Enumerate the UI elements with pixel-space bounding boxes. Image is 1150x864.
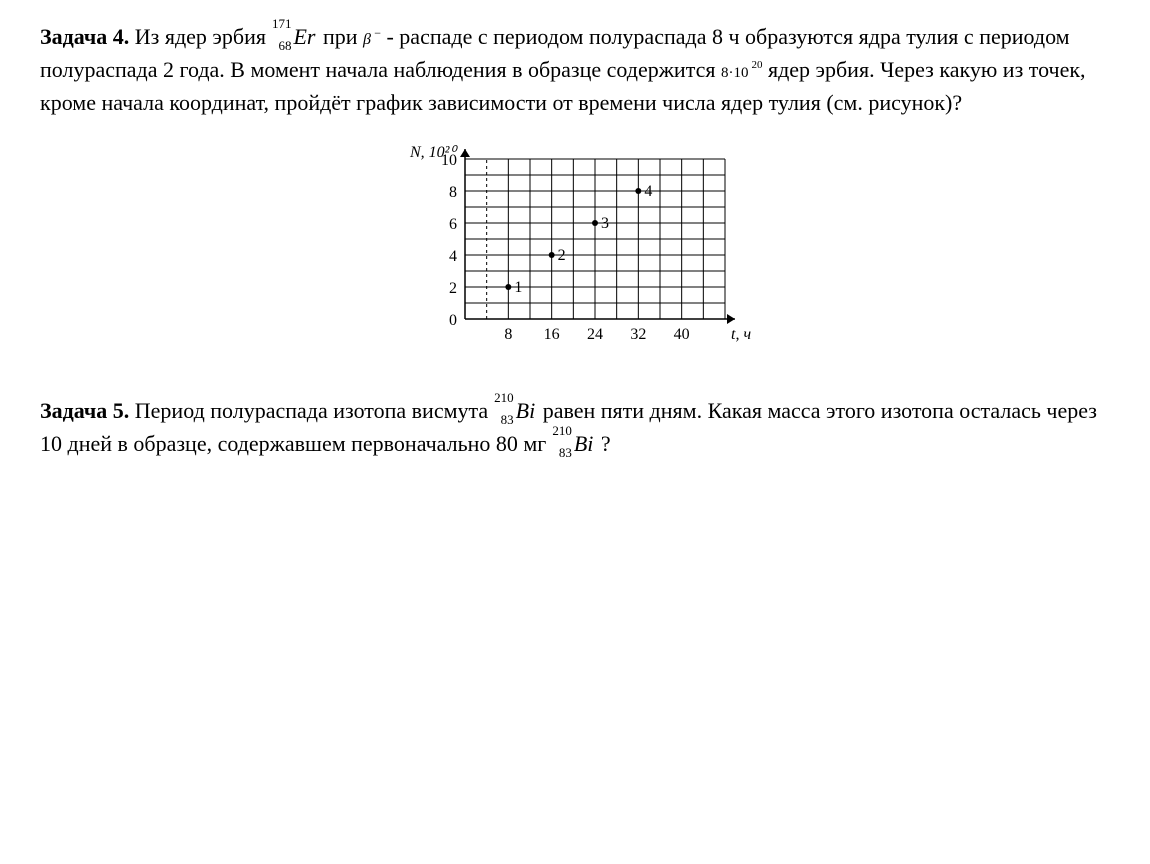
problem-4-label: Задача 4. <box>40 24 129 49</box>
problem-5-label: Задача 5. <box>40 398 129 423</box>
problem-4-text: Задача 4. Из ядер эрбия 17168Er при β− -… <box>40 20 1110 119</box>
chart-container: 0246810816243240N, 10²⁰t, ч1234 <box>40 139 1110 364</box>
p5-text-a: Период полураспада изотопа висмута <box>129 398 493 423</box>
svg-text:t, ч: t, ч <box>731 326 751 343</box>
svg-text:32: 32 <box>630 326 646 343</box>
erbium-isotope: 17168Er <box>271 20 317 53</box>
svg-text:2: 2 <box>449 280 457 297</box>
problem-5-text: Задача 5. Период полураспада изотопа вис… <box>40 394 1110 460</box>
beta-minus-symbol: β− <box>363 28 381 52</box>
p4-text-a: Из ядер эрбия <box>129 24 271 49</box>
problem-4: Задача 4. Из ядер эрбия 17168Er при β− -… <box>40 20 1110 119</box>
bismuth-isotope-1: 21083Bi <box>494 394 538 427</box>
svg-text:2: 2 <box>558 247 566 264</box>
svg-text:24: 24 <box>587 326 603 343</box>
svg-text:0: 0 <box>449 312 457 329</box>
p4-text-b: при <box>317 24 363 49</box>
problem-5: Задача 5. Период полураспада изотопа вис… <box>40 394 1110 460</box>
svg-text:1: 1 <box>514 279 522 296</box>
nuclei-count: 8·1020 <box>721 62 763 85</box>
svg-text:16: 16 <box>544 326 560 343</box>
svg-text:4: 4 <box>644 183 652 200</box>
svg-text:N, 10²⁰: N, 10²⁰ <box>409 144 458 161</box>
svg-text:4: 4 <box>449 248 457 265</box>
thulium-growth-chart: 0246810816243240N, 10²⁰t, ч1234 <box>395 139 755 359</box>
svg-text:40: 40 <box>674 326 690 343</box>
svg-text:6: 6 <box>449 216 457 233</box>
p5-text-c: ? <box>595 431 610 456</box>
svg-text:8: 8 <box>449 184 457 201</box>
svg-text:3: 3 <box>601 215 609 232</box>
svg-text:8: 8 <box>504 326 512 343</box>
bismuth-isotope-2: 21083Bi <box>552 427 596 460</box>
